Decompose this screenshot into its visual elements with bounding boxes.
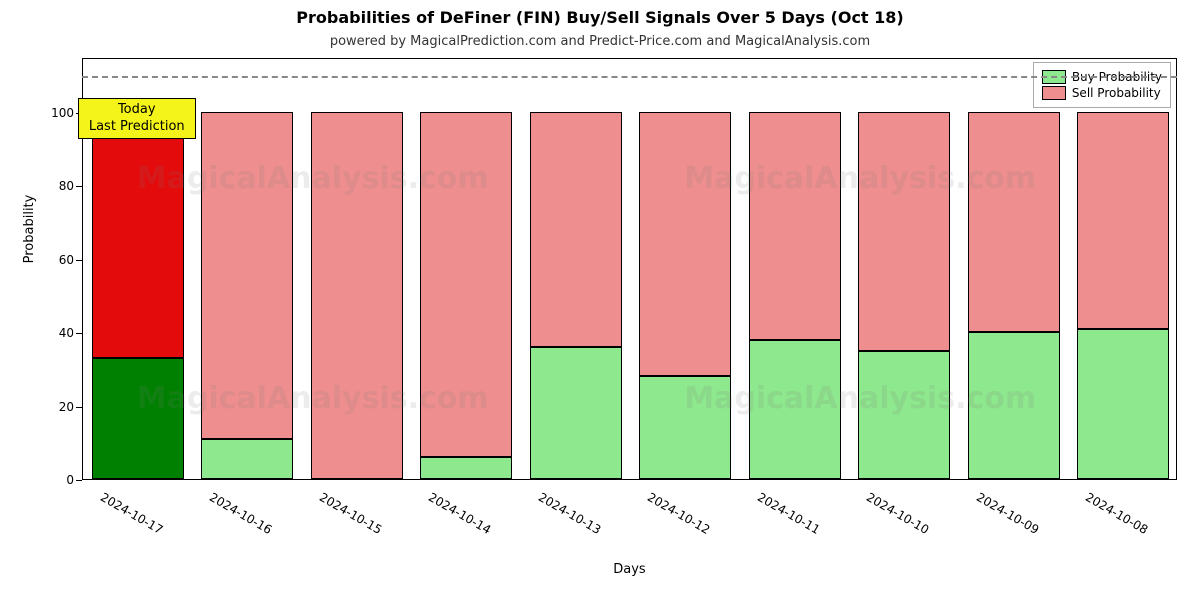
bar-buy (968, 332, 1060, 479)
bar-slot (420, 57, 512, 479)
y-tick (76, 260, 82, 261)
today-annotation: TodayLast Prediction (78, 98, 196, 139)
bar-buy (1077, 329, 1169, 479)
bar-sell (201, 112, 293, 439)
x-tick-label: 2024-10-13 (536, 490, 603, 537)
y-tick-label: 40 (34, 326, 74, 340)
legend-entry-sell: Sell Probability (1042, 86, 1162, 100)
bar-buy (639, 376, 731, 479)
x-tick-label: 2024-10-16 (207, 490, 274, 537)
legend-swatch-sell (1042, 86, 1066, 100)
bar-buy (201, 439, 293, 479)
x-tick-label: 2024-10-08 (1083, 490, 1150, 537)
bar-slot (858, 57, 950, 479)
chart-container: Probabilities of DeFiner (FIN) Buy/Sell … (0, 0, 1200, 600)
bar-sell (749, 112, 841, 340)
bar-buy (858, 351, 950, 479)
grid-dashed-line (82, 76, 1177, 78)
y-tick-label: 100 (34, 106, 74, 120)
annotation-line: Today (85, 102, 189, 118)
bar-sell (92, 112, 184, 358)
x-tick-label: 2024-10-09 (974, 490, 1041, 537)
x-tick-label: 2024-10-10 (864, 490, 931, 537)
bar-slot (639, 57, 731, 479)
plot-area (82, 58, 1177, 480)
y-tick-label: 80 (34, 179, 74, 193)
bar-buy (530, 347, 622, 479)
x-axis-label: Days (82, 562, 1177, 577)
bar-sell (968, 112, 1060, 332)
bar-slot (311, 57, 403, 479)
bar-sell (420, 112, 512, 457)
y-tick-label: 60 (34, 253, 74, 267)
bar-slot (530, 57, 622, 479)
bar-slot (749, 57, 841, 479)
bar-buy (749, 340, 841, 479)
x-tick-label: 2024-10-17 (98, 490, 165, 537)
bar-slot (968, 57, 1060, 479)
y-tick (76, 333, 82, 334)
bar-slot (1077, 57, 1169, 479)
y-axis-label: Probability (22, 149, 37, 309)
y-tick (76, 407, 82, 408)
x-tick-label: 2024-10-14 (426, 490, 493, 537)
chart-title: Probabilities of DeFiner (FIN) Buy/Sell … (0, 8, 1200, 27)
x-tick-label: 2024-10-11 (755, 490, 822, 537)
y-tick (76, 480, 82, 481)
bar-buy (92, 358, 184, 479)
bar-sell (311, 112, 403, 479)
annotation-line: Last Prediction (85, 119, 189, 135)
x-tick-label: 2024-10-12 (645, 490, 712, 537)
x-tick-label: 2024-10-15 (317, 490, 384, 537)
legend: Buy Probability Sell Probability (1033, 62, 1171, 108)
bar-sell (639, 112, 731, 376)
bar-buy (420, 457, 512, 479)
y-tick-label: 0 (34, 473, 74, 487)
y-tick (76, 186, 82, 187)
bar-sell (1077, 112, 1169, 329)
bar-sell (530, 112, 622, 347)
chart-subtitle: powered by MagicalPrediction.com and Pre… (0, 34, 1200, 49)
y-tick-label: 20 (34, 400, 74, 414)
bar-sell (858, 112, 950, 351)
legend-label-sell: Sell Probability (1072, 86, 1161, 100)
bar-slot (201, 57, 293, 479)
